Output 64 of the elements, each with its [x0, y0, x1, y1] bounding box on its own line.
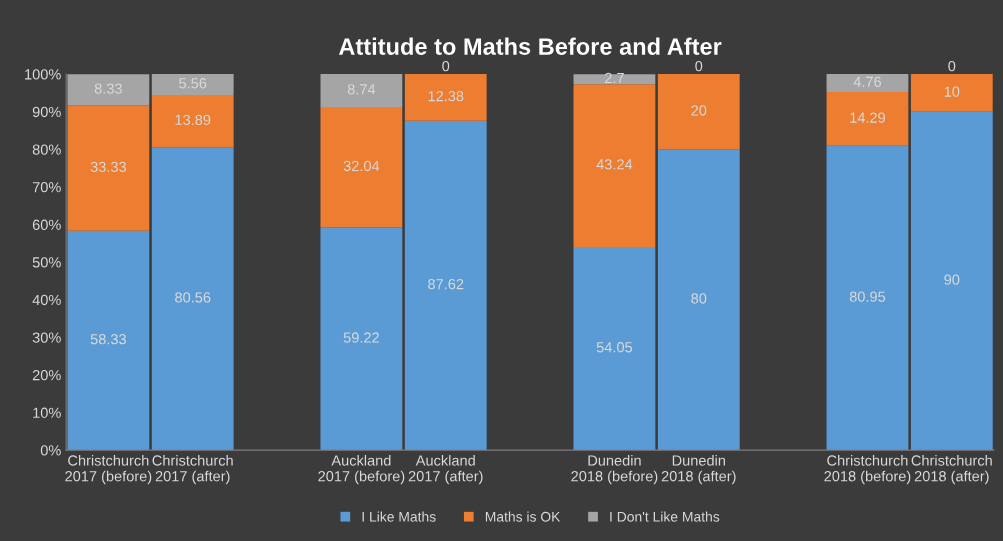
data-label: 13.89 — [175, 114, 211, 126]
data-label: 58.33 — [90, 334, 126, 345]
data-label: 90 — [944, 274, 960, 285]
y-tick-label: 20% — [32, 370, 61, 381]
data-label: 59.22 — [343, 332, 379, 343]
y-tick-label: 100% — [25, 69, 61, 80]
data-label: 12.38 — [428, 90, 464, 102]
bar — [320, 74, 403, 107]
x-tick-label: Christchurch 2017 (before) — [65, 454, 152, 485]
bar — [151, 94, 234, 148]
data-label: 0 — [442, 60, 450, 72]
y-tick-label: 70% — [32, 182, 61, 193]
x-tick-label: Auckland 2017 (before) — [318, 454, 405, 485]
x-tick-label: Dunedin 2018 (after) — [661, 454, 736, 485]
data-label: 10 — [944, 86, 960, 97]
bar — [573, 74, 656, 85]
bar — [67, 105, 150, 231]
data-label: 0 — [695, 60, 703, 72]
x-tick-label: Dunedin 2018 (before) — [571, 454, 658, 485]
y-tick-label: 40% — [32, 294, 61, 306]
y-tick-label: 0% — [40, 445, 61, 456]
bar — [826, 74, 909, 93]
bar — [320, 227, 403, 451]
data-label: 80 — [691, 293, 707, 304]
x-tick-label: Auckland 2017 (after) — [408, 454, 483, 485]
bar — [67, 74, 150, 106]
x-tick-label: Christchurch 2018 (before) — [824, 454, 911, 485]
bar — [910, 74, 993, 112]
y-tick-label: 50% — [32, 257, 61, 268]
data-label: 43.24 — [596, 159, 633, 170]
data-label: 54.05 — [596, 342, 633, 353]
data-label: 80.95 — [849, 291, 886, 302]
bar — [910, 111, 993, 451]
bar — [826, 145, 909, 451]
data-label: 33.33 — [90, 161, 126, 173]
bar — [67, 230, 150, 451]
legend-label: I Don't Like Maths — [610, 511, 720, 522]
data-label: 80.56 — [175, 292, 211, 303]
bar — [573, 84, 656, 247]
chart-title: Attitude to Maths Before and After — [338, 37, 722, 55]
legend-label: I Like Maths — [362, 511, 436, 522]
y-tick-label: 90% — [32, 106, 61, 118]
x-tick-label: Christchurch 2017 (after) — [152, 454, 233, 485]
y-tick-label: 60% — [32, 219, 61, 230]
data-label: 87.62 — [428, 278, 464, 290]
bar — [404, 74, 487, 121]
bar — [151, 147, 234, 451]
bar — [404, 120, 487, 451]
legend-label: Maths is OK — [485, 511, 561, 522]
bar — [657, 149, 740, 451]
bar — [657, 74, 740, 150]
data-label: 14.29 — [850, 112, 886, 123]
bar — [320, 106, 403, 228]
y-tick-label: 10% — [33, 407, 61, 418]
data-label: 20 — [691, 105, 707, 116]
y-tick-label: 80% — [32, 144, 61, 155]
data-label: 32.04 — [343, 160, 380, 172]
bar — [151, 74, 234, 95]
data-label: 2.7 — [605, 72, 624, 83]
y-tick-label: 30% — [32, 332, 61, 343]
bar — [826, 92, 909, 146]
x-tick-label: Christchurch 2018 (after) — [911, 454, 992, 485]
data-label: 0 — [948, 60, 956, 72]
bar — [573, 246, 656, 451]
